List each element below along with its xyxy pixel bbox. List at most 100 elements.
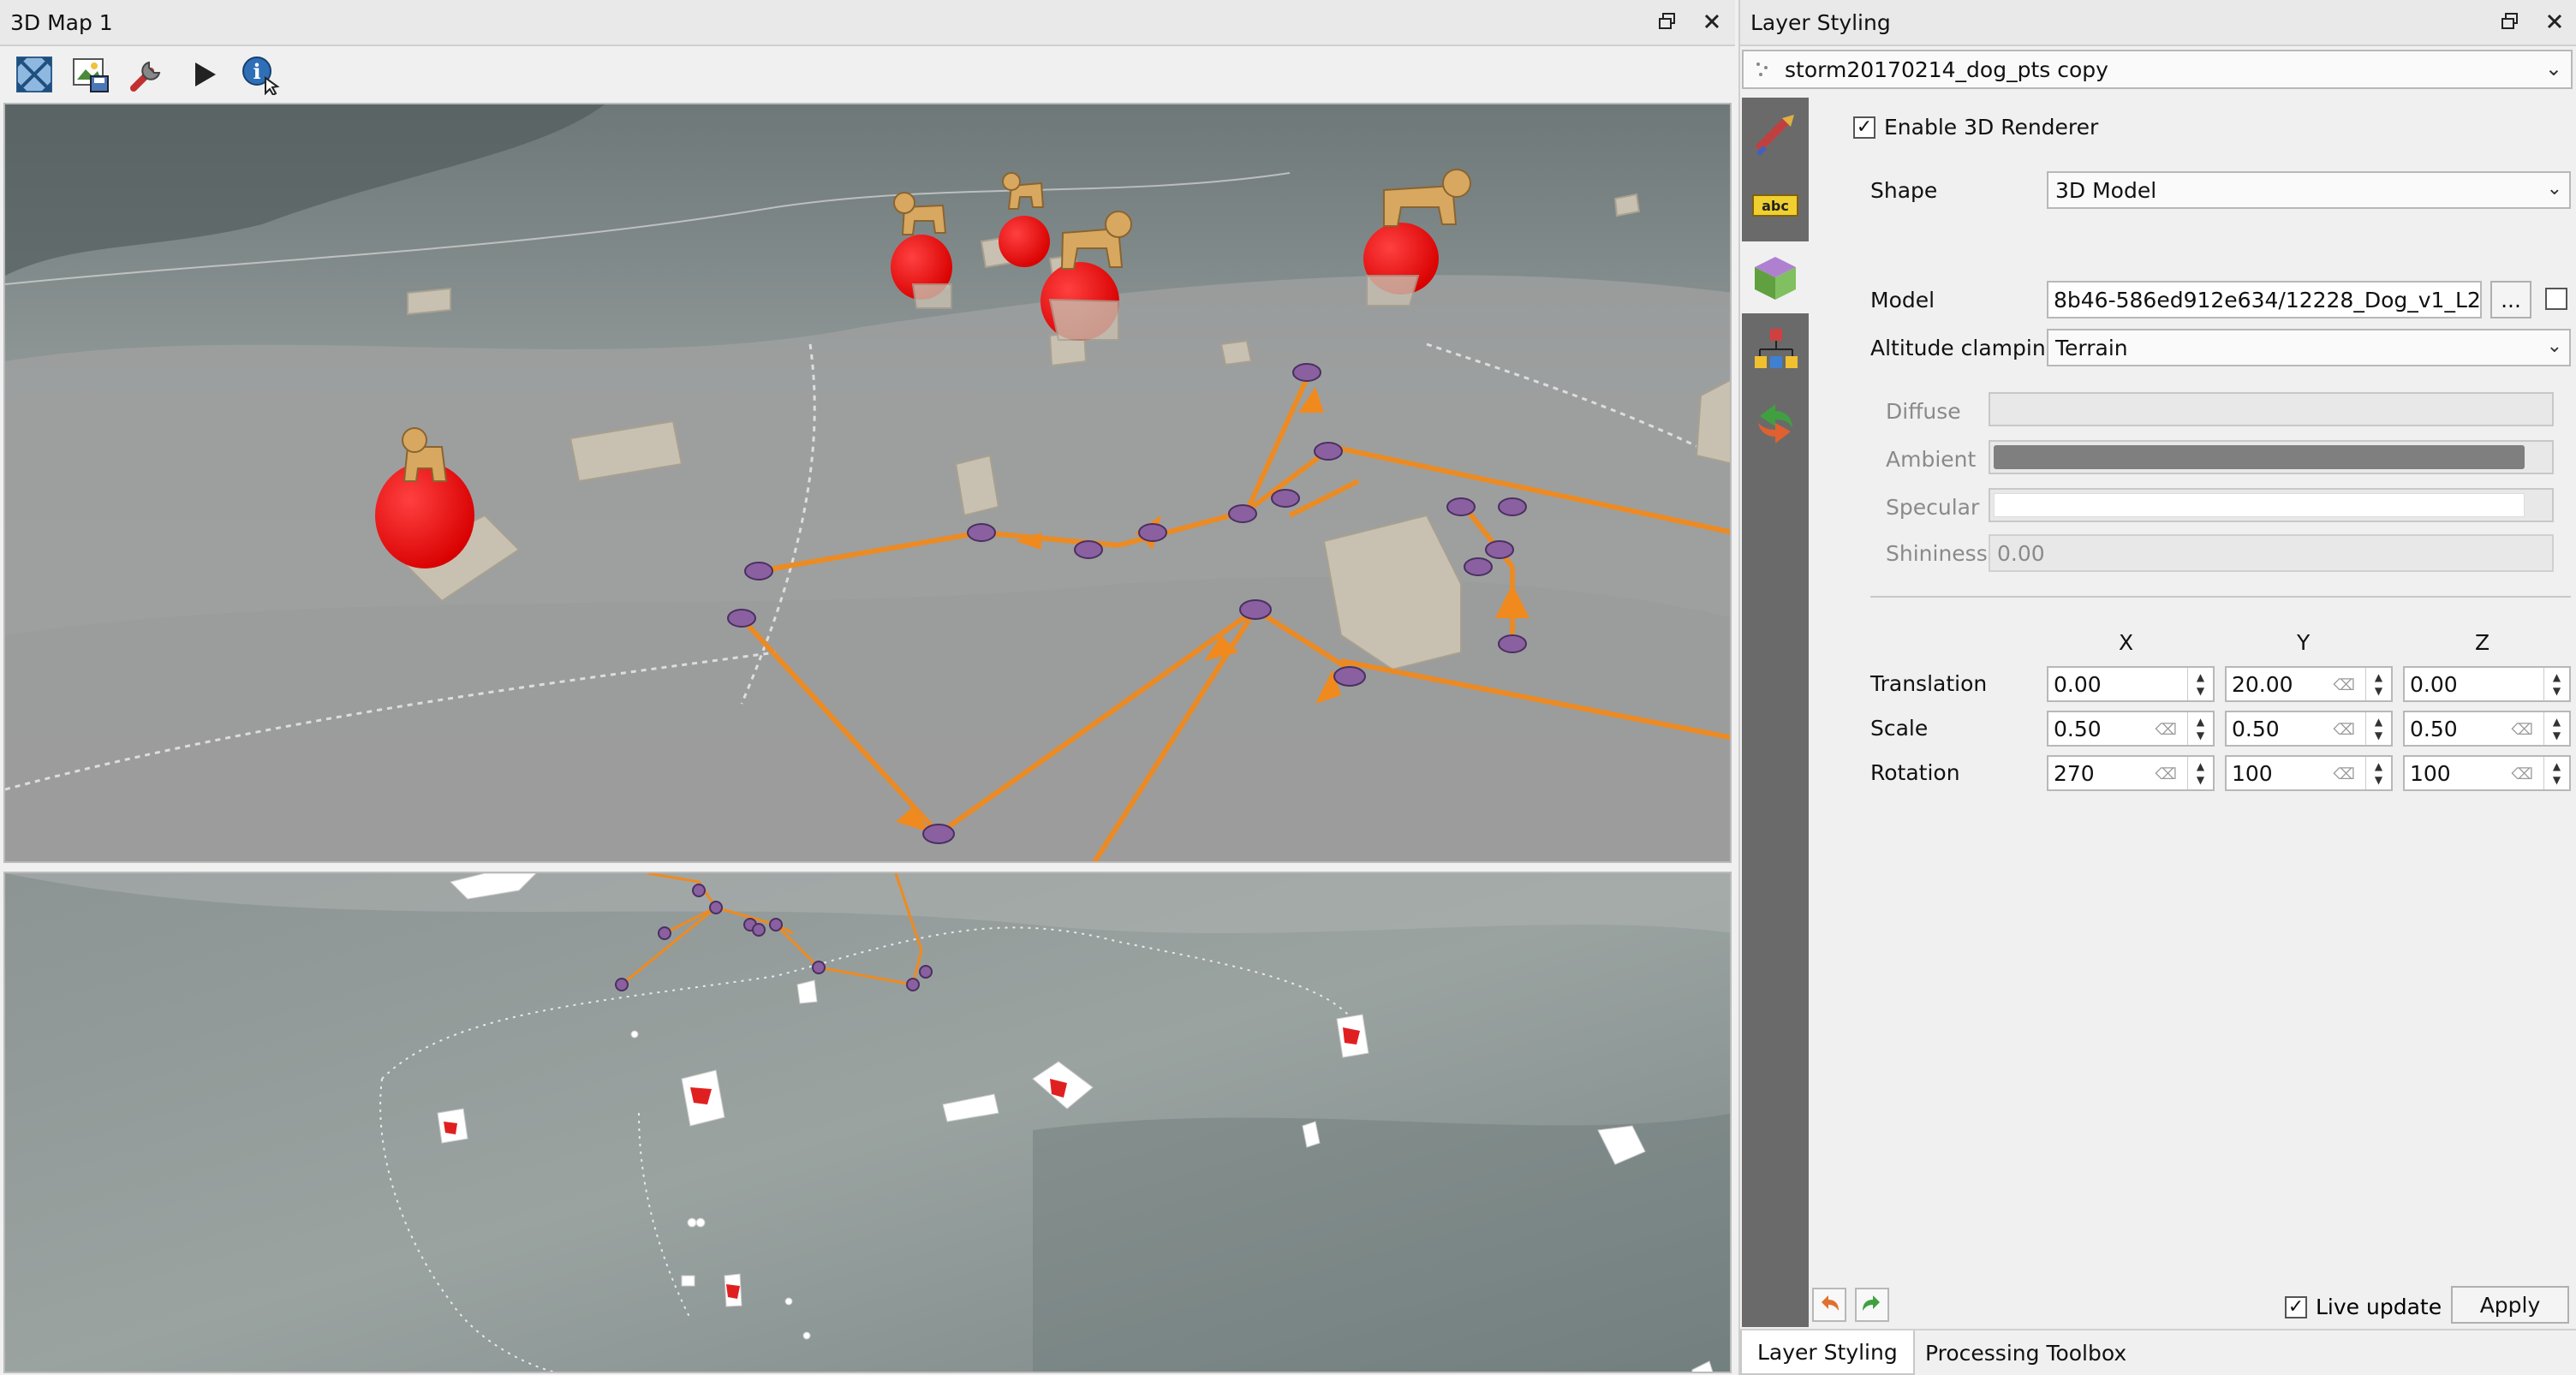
tab-layer-styling[interactable]: Layer Styling [1740, 1330, 1915, 1375]
translation-y-value: 20.00 [2232, 671, 2293, 697]
y-axis-label: Y [2297, 630, 2311, 655]
top-map-canvas[interactable] [3, 872, 1732, 1373]
layer-styling-panel: Layer Styling storm20170214_dog_pts copy… [1738, 0, 2576, 1375]
apply-button[interactable]: Apply [2451, 1286, 2569, 1324]
translation-y-spinbox[interactable]: 20.00 ⌫ ▲ ▼ [2225, 666, 2393, 702]
diffuse-color-button[interactable] [1989, 392, 2554, 426]
spin-arrows-icon[interactable]: ▲ ▼ [2543, 712, 2569, 745]
map-toolbar: i [0, 48, 1735, 101]
undo-icon [1822, 1295, 1839, 1311]
rotation-z-spinbox[interactable]: 100 ⌫ ▲ ▼ [2403, 755, 2571, 791]
diffuse-label: Diffuse [1886, 399, 1961, 424]
scale-x-spinbox[interactable]: 0.50 ⌫ ▲ ▼ [2047, 711, 2215, 747]
spin-arrows-icon[interactable]: ▲ ▼ [2187, 712, 2213, 745]
history-tab-icon[interactable] [1742, 385, 1809, 457]
live-update-label: Live update [2316, 1295, 2442, 1319]
diagrams-tab-icon[interactable] [1742, 313, 1809, 385]
browse-model-button[interactable]: ... [2490, 281, 2531, 318]
rotation-y-spinbox[interactable]: 100 ⌫ ▲ ▼ [2225, 755, 2393, 791]
clear-icon[interactable]: ⌫ [2511, 765, 2533, 783]
restore-icon[interactable] [1653, 7, 1682, 36]
live-update-option: ✓ Live update [2285, 1295, 2442, 1319]
close-icon[interactable] [2540, 7, 2569, 36]
rotation-x-value: 270 [2054, 760, 2095, 786]
layer-name: storm20170214_dog_pts copy [1785, 57, 2108, 82]
chevron-down-icon: ⌄ [2544, 57, 2562, 80]
chevron-down-icon: ⌄ [2546, 336, 2562, 357]
symbology-tab-icon[interactable] [1742, 98, 1809, 170]
play-icon[interactable] [182, 52, 226, 97]
specular-color-button[interactable] [1989, 488, 2554, 522]
spin-arrows-icon[interactable]: ▲ ▼ [2365, 757, 2391, 789]
scale-x-value: 0.50 [2054, 716, 2102, 741]
altitude-value: Terrain [2055, 335, 2128, 360]
restore-icon[interactable] [2496, 7, 2525, 36]
translation-z-value: 0.00 [2410, 671, 2458, 697]
redo-button[interactable] [1855, 1288, 1889, 1322]
tab-processing-toolbox[interactable]: Processing Toolbox [1925, 1340, 2127, 1366]
3d-view-tab-icon[interactable] [1742, 241, 1809, 313]
spin-arrows-icon[interactable]: ▲ ▼ [2187, 668, 2213, 700]
scale-z-value: 0.50 [2410, 716, 2458, 741]
undo-button[interactable] [1812, 1288, 1846, 1322]
scale-y-spinbox[interactable]: 0.50 ⌫ ▲ ▼ [2225, 711, 2393, 747]
ambient-label: Ambient [1886, 447, 1977, 472]
styling-title: Layer Styling [1750, 9, 1891, 35]
model-path-field[interactable]: 8b46-586ed912e634/12228_Dog_v1_L2.obj [2047, 281, 2482, 318]
identify-icon[interactable]: i [238, 52, 283, 97]
shape-label: Shape [1870, 178, 1938, 203]
enable-3d-checkbox[interactable]: ✓ [1853, 116, 1875, 139]
altitude-clamping-label: Altitude clamping [1870, 336, 2060, 360]
divider [1870, 596, 2571, 598]
svg-text:i: i [253, 59, 260, 84]
clear-icon[interactable]: ⌫ [2155, 721, 2177, 739]
save-image-icon[interactable] [69, 52, 113, 97]
rotation-x-spinbox[interactable]: 270 ⌫ ▲ ▼ [2047, 755, 2215, 791]
map-title: 3D Map 1 [10, 9, 113, 35]
shape-select[interactable]: 3D Model ⌄ [2047, 171, 2571, 209]
svg-text:abc: abc [1762, 198, 1789, 214]
shininess-label: Shininess [1886, 541, 1988, 566]
chevron-down-icon: ⌄ [2546, 178, 2562, 199]
scale-z-spinbox[interactable]: 0.50 ⌫ ▲ ▼ [2403, 711, 2571, 747]
shape-value: 3D Model [2055, 177, 2157, 203]
styling-side-tabs: abc [1742, 98, 1809, 1327]
ambient-color-button[interactable] [1989, 440, 2554, 474]
rotation-label: Rotation [1870, 760, 1960, 785]
labels-tab-icon[interactable]: abc [1742, 170, 1809, 241]
translation-z-spinbox[interactable]: 0.00 ▲ ▼ [2403, 666, 2571, 702]
styling-dock-titlebar: Layer Styling [1740, 0, 2576, 46]
altitude-clamping-select[interactable]: Terrain ⌄ [2047, 329, 2571, 366]
configure-icon[interactable] [125, 52, 170, 97]
spin-arrows-icon[interactable]: ▲ ▼ [2543, 668, 2569, 700]
model-option-checkbox[interactable] [2545, 288, 2567, 310]
spin-arrows-icon[interactable]: ▲ ▼ [2365, 712, 2391, 745]
ambient-color-swatch [1994, 445, 2525, 469]
spin-arrows-icon[interactable]: ▲ ▼ [2543, 757, 2569, 789]
spin-arrows-icon[interactable]: ▲ ▼ [2365, 668, 2391, 700]
clear-icon[interactable]: ⌫ [2333, 721, 2355, 739]
zoom-full-icon[interactable] [12, 52, 57, 97]
rotation-z-value: 100 [2410, 760, 2451, 786]
live-update-checkbox[interactable]: ✓ [2285, 1295, 2307, 1318]
clear-icon[interactable]: ⌫ [2333, 676, 2355, 694]
bottom-tabbar: Layer Styling Processing Toolbox [1740, 1329, 2576, 1375]
shininess-spinbox[interactable]: 0.00 [1989, 534, 2554, 572]
rotation-y-value: 100 [2232, 760, 2273, 786]
scale-label: Scale [1870, 716, 1929, 741]
close-icon[interactable] [1697, 7, 1726, 36]
layer-select[interactable]: storm20170214_dog_pts copy ⌄ [1742, 50, 2573, 89]
clear-icon[interactable]: ⌫ [2511, 721, 2533, 739]
model-label: Model [1870, 288, 1935, 312]
3d-map-canvas[interactable] [3, 103, 1732, 863]
clear-icon[interactable]: ⌫ [2155, 765, 2177, 783]
clear-icon[interactable]: ⌫ [2333, 765, 2355, 783]
shininess-value: 0.00 [1997, 540, 2045, 566]
model-path-value: 8b46-586ed912e634/12228_Dog_v1_L2.obj [2054, 287, 2482, 312]
specular-label: Specular [1886, 495, 1980, 520]
translation-label: Translation [1870, 671, 1988, 696]
spin-arrows-icon[interactable]: ▲ ▼ [2187, 757, 2213, 789]
translation-x-spinbox[interactable]: 0.00 ▲ ▼ [2047, 666, 2215, 702]
map-dock-titlebar: 3D Map 1 [0, 0, 1735, 46]
point-layer-icon [1754, 60, 1774, 80]
